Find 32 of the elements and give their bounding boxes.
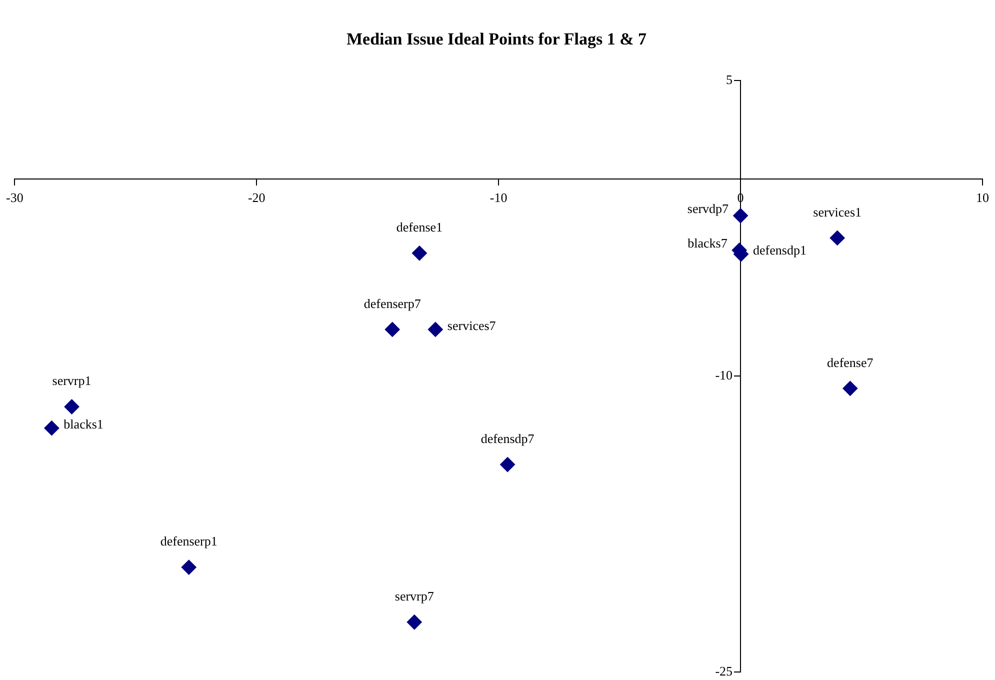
annotation: servrp7: [394, 588, 434, 604]
x-tick-label: 10: [976, 190, 989, 206]
annotation: defenserp7: [364, 296, 422, 311]
point: [842, 380, 858, 396]
annotation: defensdp1: [753, 242, 806, 258]
annotation: blacks7: [688, 236, 728, 251]
point: [428, 322, 443, 337]
point: [64, 399, 80, 414]
x-tick-label: -10: [490, 190, 508, 206]
annotation: services7: [447, 318, 496, 333]
y-tick-label: -25: [715, 663, 733, 678]
x-tick-label: -30: [6, 190, 24, 206]
point: [406, 614, 422, 630]
x-tick-label: -20: [248, 190, 266, 206]
point: [830, 230, 845, 246]
annotation: blacks1: [64, 416, 104, 432]
annotation: defensdp7: [480, 430, 535, 446]
point: [500, 457, 516, 472]
y-tick-label: -10: [715, 368, 733, 383]
point: [181, 560, 196, 575]
annotation: defense1: [396, 220, 443, 235]
annotation: servdp7: [687, 201, 730, 216]
point: [44, 420, 60, 436]
point: [733, 208, 748, 224]
chart-title: Median Issue Ideal Points for Flags 1 & 7: [346, 30, 648, 49]
point: [384, 322, 400, 337]
annotation: defense7: [827, 354, 874, 370]
annotation: servrp1: [52, 373, 92, 388]
y-tick-label: 5: [726, 72, 733, 87]
annotation: services1: [813, 204, 862, 220]
point: [412, 246, 427, 261]
annotation: defenserp1: [160, 534, 218, 549]
